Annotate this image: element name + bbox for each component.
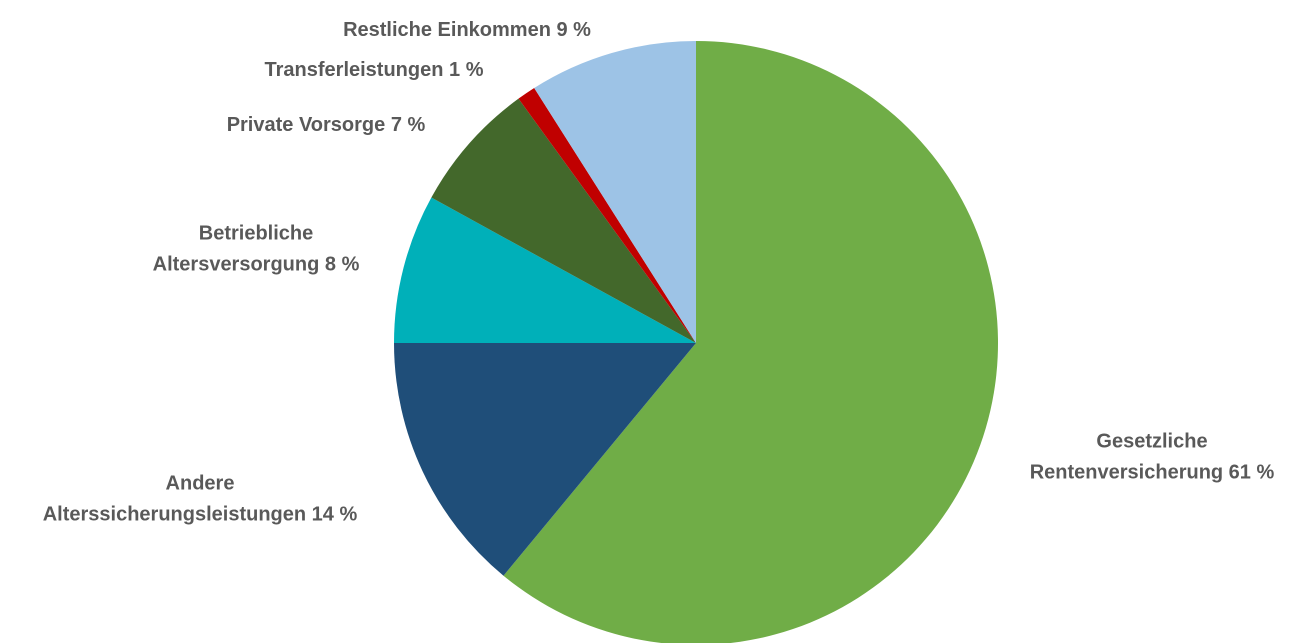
pie-slices [394, 41, 998, 643]
slice-label-line: Altersversorgung 8 % [153, 254, 360, 276]
slice-label-line: Restliche Einkommen 9 % [343, 19, 591, 41]
slice-label-line: Betriebliche [199, 223, 313, 245]
pie-slice [503, 41, 998, 643]
slice-label: Private Vorsorge 7 % [227, 114, 426, 136]
slice-label-line: Andere [166, 473, 235, 495]
slice-label-line: Rentenversicherung 61 % [1030, 462, 1275, 484]
slice-label: Betriebliche Altersversorgung 8 % [153, 223, 360, 276]
slice-label-line: Transferleistungen 1 % [265, 59, 484, 81]
slice-label: Transferleistungen 1 % [265, 59, 484, 81]
slice-label-line: Alterssicherungsleistungen 14 % [43, 504, 358, 526]
pie-labels: Gesetzliche Rentenversicherung 61 % Andere… [43, 19, 1275, 526]
slice-label-line: Private Vorsorge 7 % [227, 114, 426, 136]
pie-slice [518, 88, 696, 343]
slice-label: Restliche Einkommen 9 % [343, 19, 591, 41]
pie-slice [534, 41, 696, 343]
slice-label: Gesetzliche Rentenversicherung 61 % [1030, 431, 1275, 484]
slice-label: Andere Alterssicherungsleistungen 14 % [43, 473, 358, 526]
pie-slice [394, 197, 696, 343]
pie-slice [394, 343, 696, 576]
pie-slice [431, 98, 696, 344]
slice-label-line: Gesetzliche [1096, 431, 1207, 453]
